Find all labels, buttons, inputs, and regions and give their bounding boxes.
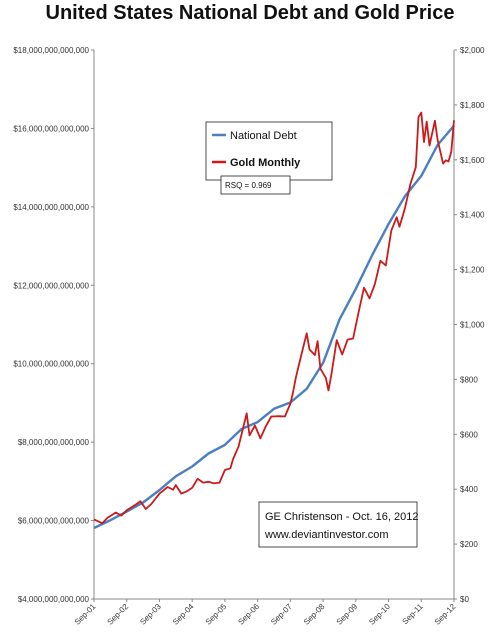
rsq-text: RSQ = 0.969 <box>225 181 272 190</box>
x-tick-label: Sep-12 <box>433 602 458 627</box>
x-tick-label: Sep-07 <box>269 602 294 627</box>
left-tick-label: $6,000,000,000,000 <box>18 517 90 526</box>
left-tick-label: $14,000,000,000,000 <box>13 203 89 212</box>
credit-author-text: GE Christenson - Oct. 16, 2012 <box>265 511 418 523</box>
x-tick-label: Sep-06 <box>236 602 261 627</box>
right-tick-label: $1,200 <box>460 266 485 275</box>
credit-box-border <box>258 501 418 548</box>
right-axis-ticks: $0 $200 $400 $600 $800 $1,000 $1,200 $1,400 $1,6… <box>454 46 485 604</box>
legend: National Debt Gold Monthly <box>205 121 333 181</box>
rsq-annotation: RSQ = 0.969 <box>220 175 291 195</box>
x-tick-label: Sep-04 <box>171 602 196 627</box>
right-tick-label: $1,400 <box>460 211 485 220</box>
left-axis-ticks: $4,000,000,000,000 $6,000,000,000,000 $8,0… <box>13 46 94 604</box>
right-tick-label: $800 <box>460 375 478 384</box>
x-tick-label: Sep-05 <box>204 602 229 627</box>
right-tick-label: $1,800 <box>460 101 485 110</box>
series-line-national-debt <box>93 124 455 530</box>
series-layer <box>93 111 455 530</box>
credit-website-text: www.deviantinvestor.com <box>264 529 389 541</box>
right-tick-label: $600 <box>460 430 478 439</box>
left-tick-label: $18,000,000,000,000 <box>13 46 89 55</box>
series-line-gold-monthly <box>93 111 455 525</box>
legend-label-gold-monthly: Gold Monthly <box>230 157 301 169</box>
x-axis-ticks: Sep-01 Sep-02 Sep-03 Sep-04 Sep-05 Sep-06 Sep-… <box>73 599 458 627</box>
left-tick-label: $8,000,000,000,000 <box>18 438 90 447</box>
legend-box <box>205 121 333 181</box>
right-tick-label: $0 <box>460 595 469 604</box>
right-tick-label: $1,000 <box>460 321 485 330</box>
x-tick-label: Sep-02 <box>106 602 131 627</box>
legend-label-national-debt: National Debt <box>230 130 297 142</box>
left-tick-label: $16,000,000,000,000 <box>13 124 89 133</box>
x-tick-label: Sep-03 <box>138 602 163 627</box>
right-tick-label: $1,600 <box>460 156 485 165</box>
right-tick-label: $400 <box>460 485 478 494</box>
x-tick-label: Sep-08 <box>302 602 327 627</box>
x-tick-label: Sep-09 <box>335 602 360 627</box>
rsq-box-border <box>220 175 291 195</box>
x-tick-label: Sep-10 <box>367 602 392 627</box>
right-tick-label: $200 <box>460 540 478 549</box>
left-tick-label: $4,000,000,000,000 <box>18 595 90 604</box>
left-tick-label: $12,000,000,000,000 <box>13 281 89 290</box>
chart-title: United States National Debt and Gold Pri… <box>45 2 455 24</box>
left-tick-label: $10,000,000,000,000 <box>13 360 89 369</box>
x-tick-label: Sep-01 <box>73 602 98 627</box>
x-tick-label: Sep-11 <box>401 602 426 627</box>
right-tick-label: $2,000 <box>460 46 485 55</box>
credit-annotation: GE Christenson - Oct. 16, 2012 www.devia… <box>258 501 418 548</box>
